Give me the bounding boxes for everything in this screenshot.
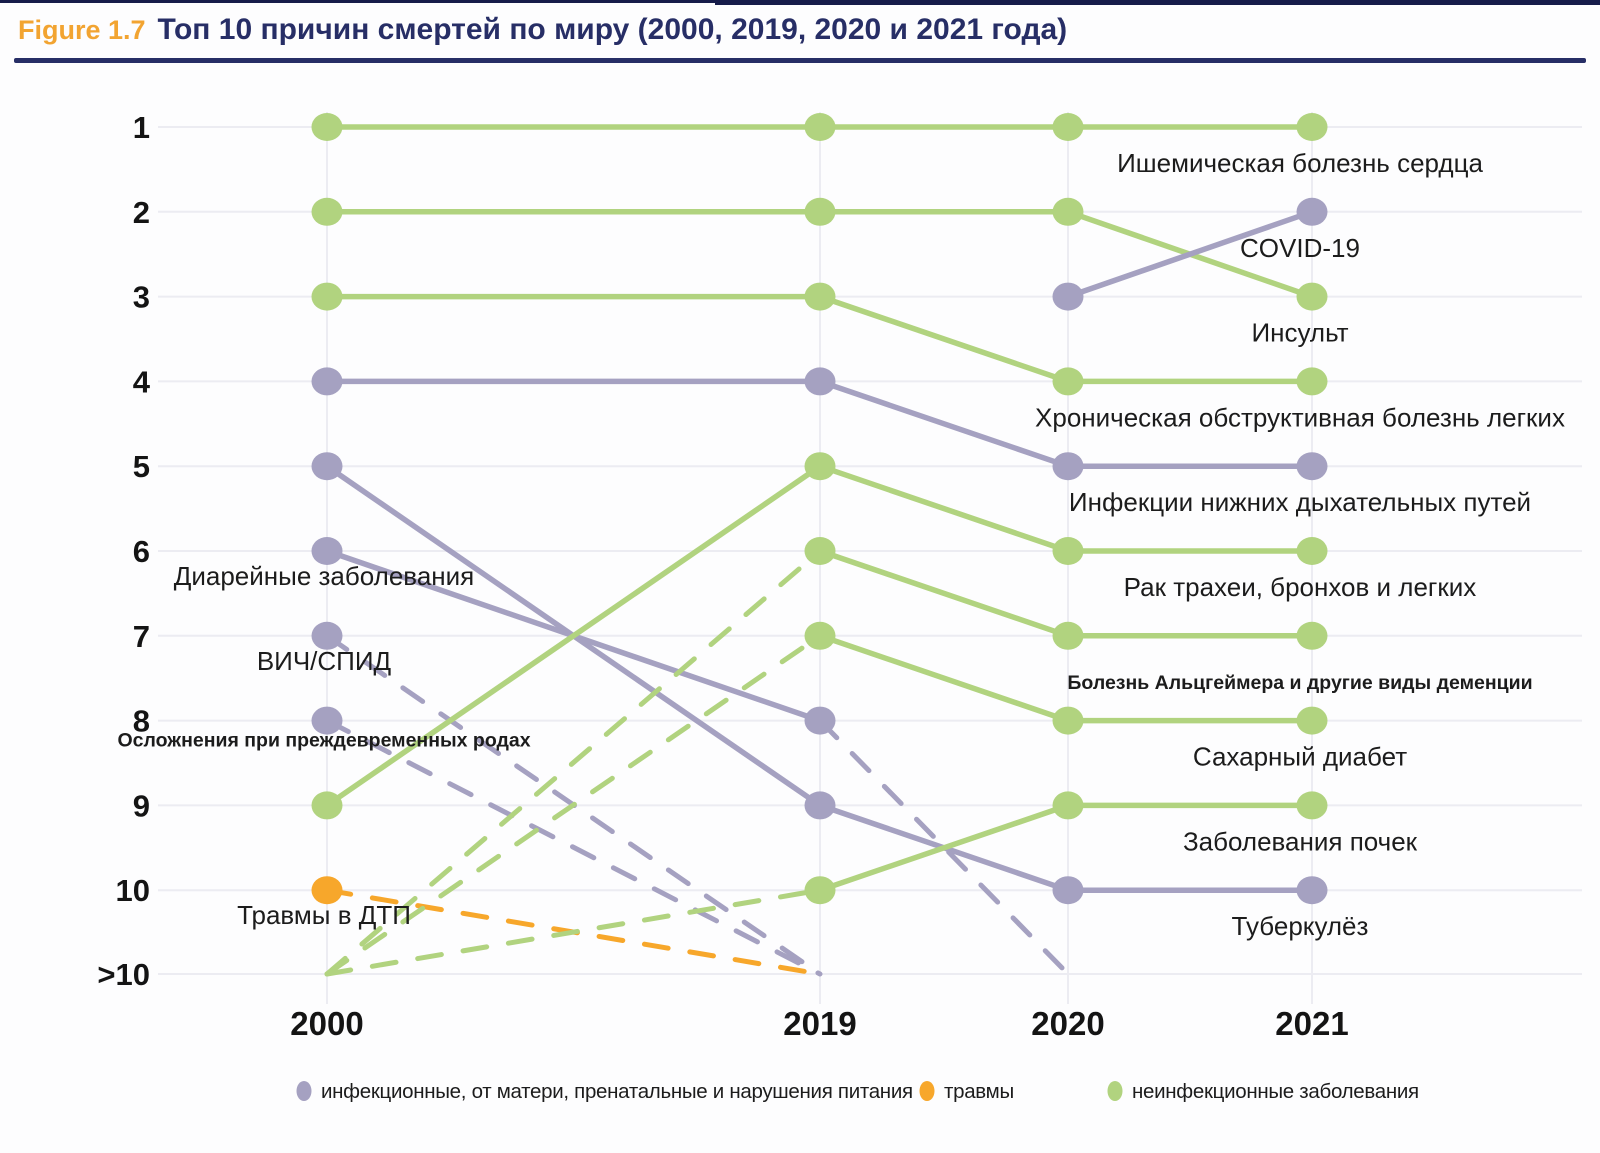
series-line-covid19-2020 [1067, 209, 1313, 300]
dot-lri-2000 [311, 367, 343, 396]
legend-label-noncommunicable: неинфекционные заболевания [1132, 1080, 1419, 1103]
dot-hiv-2000 [311, 621, 343, 650]
label-hiv: ВИЧ/СПИД [257, 646, 392, 676]
y-tick-1: 1 [133, 110, 150, 145]
dot-ihd-2021 [1296, 113, 1328, 141]
y-tick-7: 7 [133, 619, 150, 654]
y-tick-5: 5 [133, 449, 150, 484]
chart-svg: Инфекции нижних дыхательных путей Туберку… [97, 110, 1582, 1103]
dot-stroke-2000 [311, 197, 343, 226]
dot-lri-2020 [1052, 452, 1084, 481]
label-kidney: Заболевания почек [1183, 826, 1418, 856]
dot-lung-cancer-2019 [804, 452, 836, 481]
dot-copd-2020 [1052, 367, 1084, 396]
y-tick-3: 3 [133, 280, 150, 315]
dot-alzheimer-2019 [804, 537, 836, 565]
legend-marker-infectious [296, 1081, 312, 1101]
figure-header: Figure 1.7 Топ 10 причин смертей по миру … [18, 13, 1582, 47]
series-line-copd-2019 [819, 293, 1069, 385]
x-tick-2019: 2019 [783, 1005, 856, 1042]
dot-kidney-2021 [1296, 791, 1328, 820]
dot-kidney-2019 [804, 876, 836, 905]
dot-copd-2000 [311, 282, 343, 311]
series-line-diabetes-2000 [324, 633, 823, 977]
dot-ihd-2020 [1052, 113, 1084, 141]
y-tick-8: 8 [133, 704, 150, 739]
label-alzheimer: Болезнь Альцгеймера и другие виды деменц… [1067, 672, 1532, 694]
dot-ihd-2000 [311, 113, 343, 141]
series-line-alzheimer-2000 [324, 548, 823, 977]
dot-alzheimer-2020 [1052, 621, 1084, 650]
label-diabetes: Сахарный диабет [1193, 742, 1407, 772]
dot-covid19-2020 [1052, 282, 1084, 311]
label-lung-cancer: Рак трахеи, бронхов и легких [1124, 572, 1477, 602]
figure-tag: Figure 1.7 [18, 15, 146, 45]
dot-alzheimer-2021 [1296, 621, 1328, 650]
y-tick-6: 6 [133, 534, 150, 569]
x-tick-2021: 2021 [1275, 1005, 1348, 1042]
dot-lri-2019 [804, 367, 836, 396]
label-covid19: COVID-19 [1240, 233, 1360, 263]
series-line-preterm-2000 [324, 718, 823, 977]
y-tick-2: 2 [133, 195, 150, 230]
y-tick-10: 10 [116, 873, 150, 908]
label-road-injury: Травмы в ДТП [237, 900, 411, 930]
label-stroke: Инсульт [1251, 318, 1348, 348]
series-line-alzheimer-2019 [819, 548, 1069, 639]
series-line-diabetes-2019 [819, 633, 1069, 724]
dot-tb-2000 [311, 452, 343, 481]
series-line-lung-cancer-2000 [325, 463, 822, 808]
label-preterm: Осложнения при преждевременных родах [117, 730, 530, 752]
dot-preterm-2000 [311, 706, 343, 735]
dot-tb-2021 [1296, 876, 1328, 905]
dot-diarrheal-2000 [311, 537, 343, 565]
x-tick-2020: 2020 [1031, 1005, 1104, 1042]
dot-covid19-2021 [1296, 197, 1328, 226]
dot-tb-2019 [804, 791, 836, 820]
series-line-diarrheal-2019 [817, 718, 1071, 977]
label-ihd: Ишемическая болезнь сердца [1117, 148, 1483, 178]
dot-kidney-2020 [1052, 791, 1084, 820]
legend-marker-injuries [919, 1081, 935, 1101]
x-tick-2000: 2000 [290, 1005, 363, 1042]
legend-marker-noncommunicable [1107, 1081, 1123, 1101]
dot-lung-cancer-2020 [1052, 537, 1084, 565]
dot-diabetes-2019 [804, 621, 836, 650]
label-diarrheal: Диарейные заболевания [174, 561, 475, 591]
dot-copd-2021 [1296, 367, 1328, 396]
dot-diarrheal-2019 [804, 706, 836, 735]
dot-lung-cancer-2021 [1296, 537, 1328, 565]
y-tick->10: >10 [97, 957, 150, 992]
y-tick-4: 4 [133, 364, 151, 399]
series-line-lri-2019 [819, 378, 1069, 469]
top-border-bar-thick [715, 0, 1600, 5]
legend-label-infectious: инфекционные, от матери, пренатальные и … [321, 1080, 913, 1103]
dot-diabetes-2021 [1296, 706, 1328, 735]
dot-stroke-2020 [1052, 197, 1084, 226]
dot-stroke-2021 [1296, 282, 1328, 311]
series-line-kidney-2019 [819, 802, 1069, 893]
title-underline [14, 58, 1586, 63]
dot-ihd-2019 [804, 113, 836, 141]
label-tb: Туберкулёз [1232, 911, 1369, 941]
dot-stroke-2019 [804, 197, 836, 226]
dot-lung-cancer-2000 [311, 791, 343, 820]
dot-tb-2020 [1052, 876, 1084, 905]
dot-diabetes-2020 [1052, 706, 1084, 735]
label-copd: Хроническая обструктивная болезнь легких [1035, 402, 1565, 432]
dot-copd-2019 [804, 282, 836, 311]
y-tick-9: 9 [133, 788, 150, 823]
label-lri: Инфекции нижних дыхательных путей [1069, 487, 1531, 517]
series-line-kidney-2000 [324, 887, 823, 977]
figure-title: Топ 10 причин смертей по миру (2000, 201… [157, 13, 1068, 46]
series-line-lung-cancer-2019 [819, 463, 1069, 554]
legend-label-injuries: травмы [944, 1080, 1014, 1103]
dot-road-injury-2000 [311, 876, 343, 905]
dot-lri-2021 [1296, 452, 1328, 481]
